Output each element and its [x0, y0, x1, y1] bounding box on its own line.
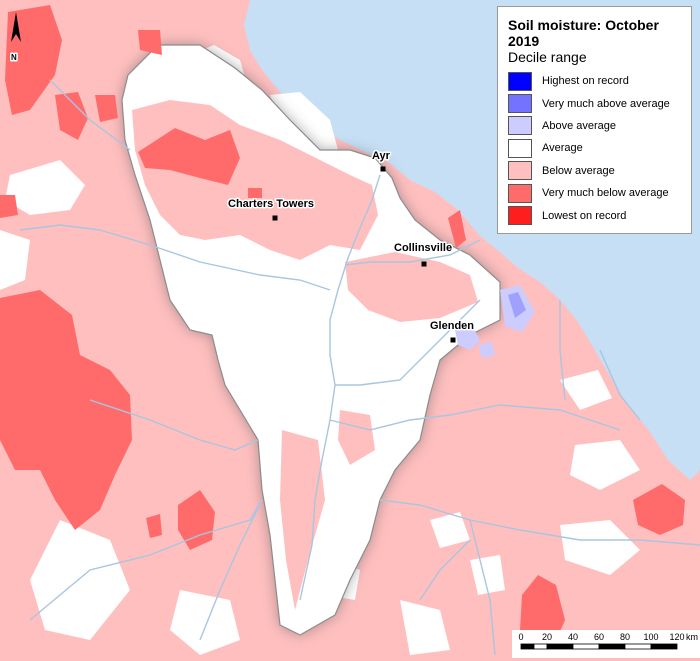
scale-tick: 0	[518, 632, 523, 642]
legend-subtitle: Decile range	[508, 49, 587, 65]
scale-tick: 100	[643, 632, 658, 642]
town-marker-ayr	[380, 166, 386, 172]
legend-label: Very much below average	[542, 187, 669, 200]
legend-item-very-much-below: Very much below average	[508, 182, 683, 204]
legend-title: Soil moisture: October 2019	[508, 17, 659, 49]
north-arrow: N	[10, 12, 21, 64]
scale-bar-ticks: 0 20 40 60 80 100 120 km	[518, 632, 698, 642]
town-label-glenden: Glenden	[430, 320, 474, 332]
legend-swatch	[508, 116, 532, 136]
scale-tick: 40	[568, 632, 578, 642]
town-label-charters-towers: Charters Towers	[228, 198, 314, 210]
legend-swatch	[508, 183, 532, 203]
scale-bar-segments	[520, 643, 678, 650]
legend-label: Very much above average	[542, 97, 670, 110]
town-marker-glenden	[450, 337, 456, 343]
legend-label: Highest on record	[542, 75, 629, 88]
scale-tick: 80	[620, 632, 630, 642]
very-much-above-average	[508, 292, 526, 318]
scale-tick: 60	[594, 632, 604, 642]
legend-item-below: Below average	[508, 160, 683, 182]
legend-item-very-much-above: Very much above average	[508, 92, 683, 114]
legend-item-highest: Highest on record	[508, 70, 683, 92]
north-arrow-label: N	[11, 53, 17, 62]
legend-label: Below average	[542, 164, 615, 177]
legend-label: Above average	[542, 119, 616, 132]
legend-swatch	[508, 206, 532, 226]
legend-swatch	[508, 161, 532, 181]
legend-label: Average	[542, 142, 583, 155]
rivers	[19, 79, 700, 656]
north-arrow-icon	[11, 12, 21, 42]
scale-tick: 20	[542, 632, 552, 642]
legend-swatch	[508, 94, 532, 114]
legend-label: Lowest on record	[542, 209, 627, 222]
legend-item-lowest: Lowest on record	[508, 204, 683, 226]
legend-item-average: Average	[508, 137, 683, 159]
town-marker-charters-towers	[272, 215, 278, 221]
town-label-collinsville: Collinsville	[394, 242, 452, 254]
scale-tick: 120	[669, 632, 684, 642]
scale-unit: km	[686, 632, 698, 642]
legend-swatch	[508, 138, 532, 158]
scale-bar: 0 20 40 60 80 100 120 km	[512, 630, 700, 658]
legend-swatch	[508, 71, 532, 91]
legend-item-above: Above average	[508, 115, 683, 137]
towns: Ayr Charters Towers Collinsville Glenden	[227, 149, 476, 343]
map-legend: Soil moisture: October 2019 Decile range…	[497, 6, 692, 234]
town-label-ayr: Ayr	[372, 150, 391, 162]
town-marker-collinsville	[421, 261, 427, 267]
very-much-below-average	[0, 5, 685, 655]
